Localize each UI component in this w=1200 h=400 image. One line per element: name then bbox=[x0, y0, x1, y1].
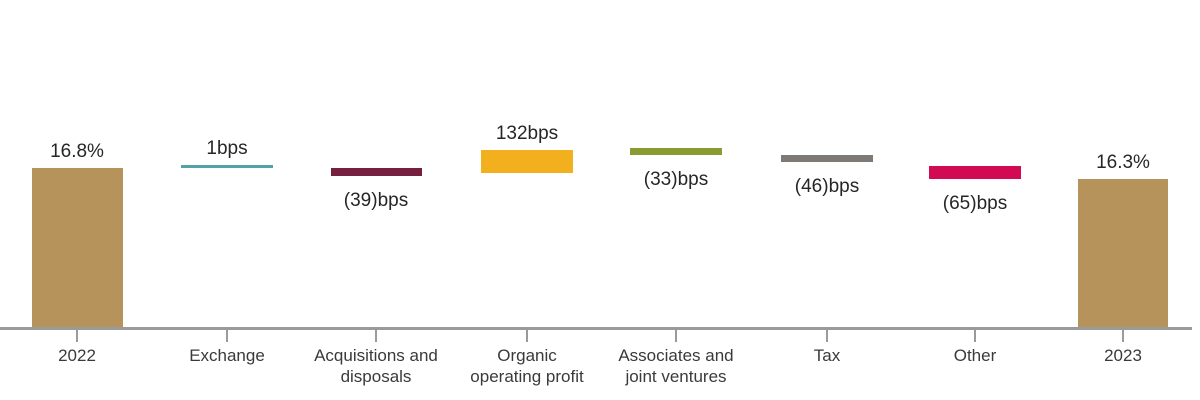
bar-other bbox=[929, 166, 1021, 179]
category-label-exchange: Exchange bbox=[142, 345, 312, 366]
value-label-exchange: 1bps bbox=[206, 138, 248, 159]
value-label-associates-and-joint-ventures: (33)bps bbox=[643, 169, 709, 190]
x-axis-line bbox=[0, 327, 1192, 330]
bar-acquisitions-and-disposals bbox=[331, 168, 422, 176]
axis-tick-2023 bbox=[1122, 330, 1124, 342]
axis-tick-2022 bbox=[76, 330, 78, 342]
bar-associates-and-joint-ventures bbox=[630, 148, 722, 155]
value-label-tax: (46)bps bbox=[794, 176, 860, 197]
category-label-acquisitions-and-disposals: Acquisitions and disposals bbox=[291, 345, 461, 387]
category-label-other: Other bbox=[890, 345, 1060, 366]
category-label-line: disposals bbox=[340, 367, 412, 386]
bar-2022 bbox=[32, 168, 123, 327]
axis-tick-associates-and-joint-ventures bbox=[675, 330, 677, 342]
category-label-2023: 2023 bbox=[1038, 345, 1200, 366]
value-label-2023: 16.3% bbox=[1096, 152, 1150, 173]
bar-tax bbox=[781, 155, 873, 162]
bar-2023 bbox=[1078, 179, 1168, 327]
category-label-organic-operating-profit: Organic operating profit bbox=[442, 345, 612, 387]
category-label-line: 2023 bbox=[1104, 346, 1142, 365]
axis-tick-organic-operating-profit bbox=[526, 330, 528, 342]
axis-tick-acquisitions-and-disposals bbox=[375, 330, 377, 342]
category-label-line: 2022 bbox=[58, 346, 96, 365]
category-label-line: Organic bbox=[497, 346, 557, 365]
category-label-line: Tax bbox=[813, 346, 841, 365]
axis-tick-exchange bbox=[226, 330, 228, 342]
category-label-2022: 2022 bbox=[0, 345, 162, 366]
value-label-organic-operating-profit: 132bps bbox=[495, 123, 559, 144]
bar-organic-operating-profit bbox=[481, 150, 573, 173]
bar-exchange bbox=[181, 165, 273, 168]
category-label-line: joint ventures bbox=[625, 367, 727, 386]
category-label-line: Other bbox=[953, 346, 997, 365]
value-label-2022: 16.8% bbox=[50, 141, 104, 162]
category-label-tax: Tax bbox=[742, 345, 912, 366]
value-label-other: (65)bps bbox=[942, 193, 1008, 214]
axis-tick-other bbox=[974, 330, 976, 342]
category-label-line: operating profit bbox=[470, 367, 584, 386]
value-label-acquisitions-and-disposals: (39)bps bbox=[343, 190, 409, 211]
category-label-line: Associates and bbox=[618, 346, 734, 365]
category-label-line: Acquisitions and bbox=[314, 346, 438, 365]
category-label-associates-and-joint-ventures: Associates and joint ventures bbox=[591, 345, 761, 387]
category-label-line: Exchange bbox=[189, 346, 265, 365]
axis-tick-tax bbox=[826, 330, 828, 342]
